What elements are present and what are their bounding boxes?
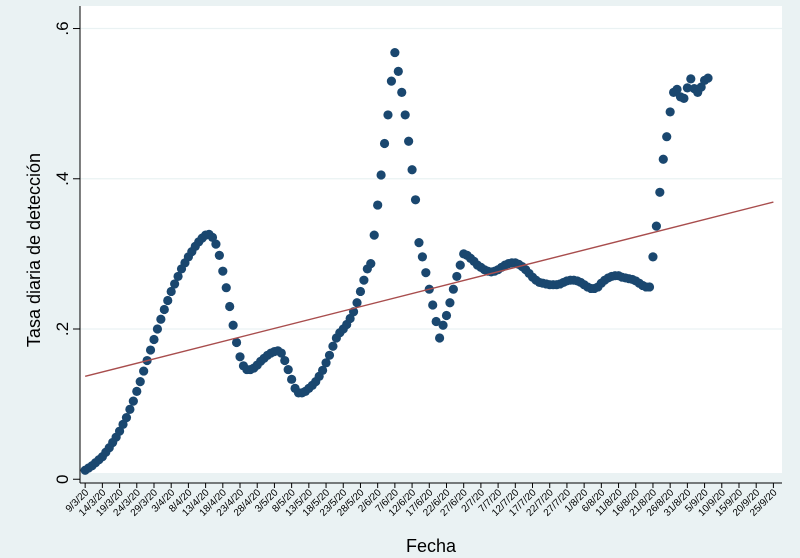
data-point-101 [428, 300, 438, 310]
data-point-109 [455, 260, 465, 270]
grid-lines [80, 27, 782, 480]
y-axis-ticks: 0 .2 .4 .6 [53, 21, 80, 484]
data-point-38 [211, 239, 221, 249]
data-point-44 [231, 337, 242, 348]
data-point-25 [166, 286, 176, 297]
data-point-16 [135, 376, 145, 387]
data-point-59 [283, 364, 293, 375]
data-point-96 [410, 195, 421, 205]
data-point-166 [651, 221, 661, 231]
data-point-80 [355, 286, 366, 297]
data-point-19 [145, 345, 156, 355]
data-point-90 [390, 47, 400, 58]
data-point-172 [672, 84, 682, 94]
data-point-168 [658, 154, 668, 164]
data-point-22 [156, 314, 166, 324]
data-point-13 [125, 404, 135, 414]
data-point-175 [682, 83, 692, 93]
plot-area [80, 6, 782, 473]
data-point-26 [170, 279, 180, 289]
data-point-12 [121, 413, 132, 423]
y-tick-label-3: .6 [53, 21, 72, 35]
data-point-45 [235, 352, 245, 362]
data-point-27 [173, 271, 183, 282]
data-point-72 [328, 341, 338, 351]
data-point-40 [218, 266, 228, 276]
data-point-181 [703, 73, 713, 83]
data-point-24 [163, 295, 173, 306]
data-point-167 [655, 187, 665, 197]
trend-line [84, 201, 774, 378]
data-point-164 [644, 282, 655, 292]
data-point-42 [225, 301, 235, 312]
data-point-92 [397, 87, 407, 97]
data-point-57 [276, 348, 286, 358]
data-point-108 [452, 271, 462, 282]
data-point-39 [214, 250, 224, 260]
data-point-17 [139, 366, 149, 376]
data-point-169 [662, 132, 672, 142]
data-point-86 [376, 170, 386, 180]
x-axis-title: Fecha [406, 536, 457, 556]
data-point-69 [318, 365, 328, 375]
data-point-104 [438, 320, 448, 330]
data-point-106 [445, 298, 455, 308]
data-point-91 [393, 66, 403, 76]
data-point-81 [359, 275, 369, 285]
data-point-83 [366, 259, 376, 269]
data-point-102 [431, 316, 441, 327]
data-point-10 [114, 426, 125, 436]
data-point-85 [373, 200, 383, 210]
data-point-97 [414, 238, 424, 248]
y-axis-title: Tasa diaria de detección [24, 153, 44, 347]
data-point-170 [665, 107, 675, 117]
data-point-174 [679, 93, 689, 103]
data-point-87 [379, 138, 390, 149]
data-point-60 [287, 374, 297, 384]
data-point-95 [407, 165, 417, 175]
data-point-89 [386, 76, 397, 86]
data-marks [80, 47, 774, 475]
data-point-176 [686, 74, 696, 84]
data-point-71 [324, 350, 335, 360]
data-point-21 [152, 324, 163, 334]
data-point-98 [417, 252, 427, 262]
y-tick-label-0: 0 [53, 475, 72, 484]
data-point-99 [421, 268, 431, 278]
data-point-20 [149, 334, 159, 345]
data-point-77 [345, 313, 355, 324]
x-axis-ticks: 9/3/2014/3/2019/3/2024/3/2029/3/203/4/20… [64, 483, 780, 519]
data-point-105 [441, 310, 452, 321]
y-tick-label-1: .2 [53, 322, 72, 336]
data-point-94 [404, 136, 414, 146]
data-point-84 [369, 230, 379, 240]
data-point-179 [696, 82, 706, 92]
data-point-88 [383, 110, 393, 120]
data-point-15 [132, 386, 142, 396]
data-point-58 [280, 355, 290, 366]
data-point-37 [207, 232, 218, 242]
data-point-103 [435, 333, 445, 343]
data-point-14 [128, 396, 138, 406]
data-point-93 [400, 110, 410, 120]
data-point-41 [221, 283, 231, 293]
data-point-43 [228, 320, 238, 330]
data-point-79 [352, 298, 362, 308]
y-tick-label-2: .4 [53, 172, 72, 186]
data-point-11 [118, 419, 128, 430]
data-point-165 [648, 252, 658, 262]
data-point-23 [159, 304, 169, 315]
data-point-70 [321, 358, 331, 368]
data-point-107 [448, 284, 458, 294]
